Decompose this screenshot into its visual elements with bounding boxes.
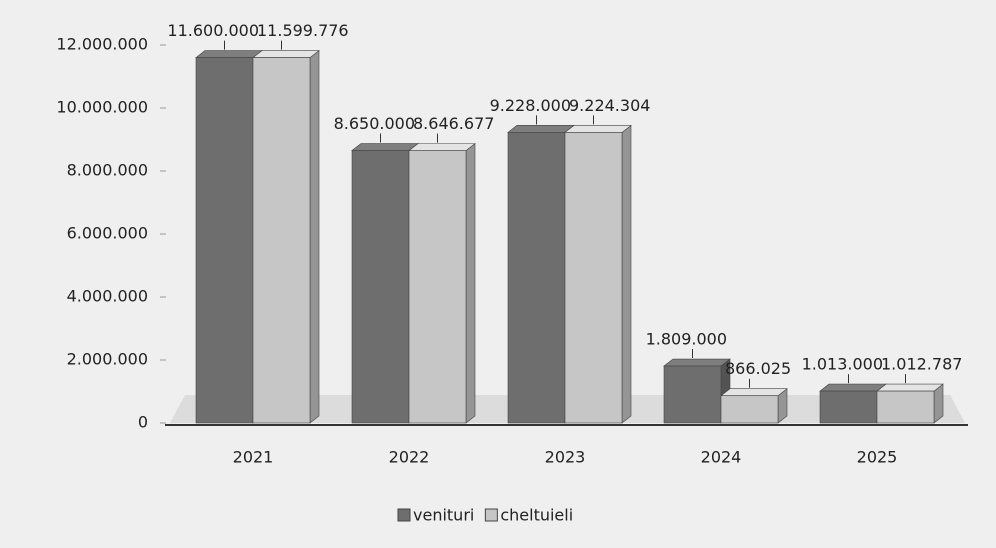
y-tick-label: 2.000.000 xyxy=(67,350,148,369)
bar-top xyxy=(351,143,419,151)
x-tick-label: 2024 xyxy=(701,448,742,467)
bar xyxy=(351,150,410,424)
x-tick-label: 2023 xyxy=(545,448,586,467)
bar-top xyxy=(720,388,788,397)
bar xyxy=(564,132,623,424)
y-tick-label: 4.000.000 xyxy=(67,287,148,306)
value-label: 1.013.000 xyxy=(802,355,883,374)
bar-top xyxy=(663,358,731,367)
y-tick-label: 12.000.000 xyxy=(56,35,148,54)
value-label: 1.809.000 xyxy=(646,330,727,349)
value-label: 11.600.000 xyxy=(167,21,259,40)
x-tick-label: 2021 xyxy=(233,448,274,467)
value-label: 8.646.677 xyxy=(413,114,494,133)
y-tick-label: 8.000.000 xyxy=(67,161,148,180)
value-label: 8.650.000 xyxy=(334,114,415,133)
legend-swatch xyxy=(397,508,411,522)
value-label: 9.224.304 xyxy=(569,96,650,115)
bar-side xyxy=(465,143,476,424)
bar xyxy=(720,395,779,424)
bar xyxy=(876,390,935,424)
bar xyxy=(408,150,467,424)
y-tick-label: 6.000.000 xyxy=(67,224,148,243)
legend-label: cheltuieli xyxy=(500,506,573,525)
bar-top xyxy=(564,125,632,133)
value-label: 866.025 xyxy=(725,359,791,378)
legend-label: venituri xyxy=(413,506,474,525)
bar-top xyxy=(195,50,263,58)
bar xyxy=(507,132,566,424)
bar-side xyxy=(621,124,632,424)
value-label: 11.599.776 xyxy=(257,21,349,40)
bar xyxy=(195,57,254,424)
bar-side xyxy=(309,49,320,424)
bar xyxy=(252,57,311,424)
bar xyxy=(819,390,878,424)
value-label: 9.228.000 xyxy=(490,96,571,115)
y-tick-label: 10.000.000 xyxy=(56,98,148,117)
bar xyxy=(663,365,722,424)
x-tick-label: 2025 xyxy=(857,448,898,467)
bar-top xyxy=(876,383,944,392)
bar-top xyxy=(819,383,887,392)
legend-swatch xyxy=(484,508,498,522)
value-label: 1.012.787 xyxy=(881,355,962,374)
bar-top xyxy=(507,125,575,133)
y-tick-label: 0 xyxy=(138,413,148,432)
bar-top xyxy=(408,143,476,151)
bar-top xyxy=(252,50,320,58)
x-tick-label: 2022 xyxy=(389,448,430,467)
